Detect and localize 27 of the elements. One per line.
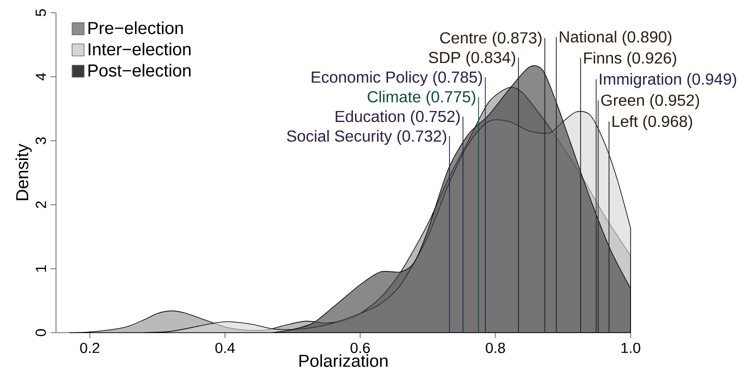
ref-line-label: Immigration (0.949) (600, 73, 736, 88)
y-tick-label: 2 (36, 201, 46, 208)
y-axis-title: Density (16, 144, 32, 200)
legend-label: Post−election (88, 64, 191, 77)
ref-line-label: National (0.890) (560, 30, 672, 46)
ref-line-label: Left (0.968) (612, 115, 692, 130)
ref-line-label: Education (0.752) (336, 110, 460, 126)
x-tick-label: 0.6 (350, 342, 370, 354)
y-tick-label: 0 (36, 329, 46, 336)
y-tick-label: 4 (36, 73, 46, 80)
x-tick-label: 0.2 (80, 342, 100, 354)
ref-line-label: Climate (0.775) (368, 90, 476, 106)
x-axis-title: Polarization (299, 354, 388, 367)
y-tick-label: 3 (36, 137, 46, 144)
legend-label: Inter−election (88, 42, 191, 56)
ref-line-label: Centre (0.873) (440, 32, 542, 47)
y-tick-label: 5 (36, 9, 46, 16)
y-tick-label: 1 (36, 265, 46, 272)
ref-line-label: Social Security (0.732) (286, 130, 446, 145)
ref-line-label: Finns (0.926) (584, 52, 676, 67)
legend-label: Pre−election (88, 21, 183, 34)
x-tick-label: 0.8 (486, 342, 505, 354)
ref-line-label: Economic Policy (0.785) (312, 71, 482, 86)
x-tick-label: 0.4 (215, 342, 235, 354)
ref-line-label: Green (0.952) (601, 94, 700, 110)
x-tick-label: 1.0 (622, 342, 640, 354)
ref-line-label: SDP (0.834) (428, 51, 516, 66)
